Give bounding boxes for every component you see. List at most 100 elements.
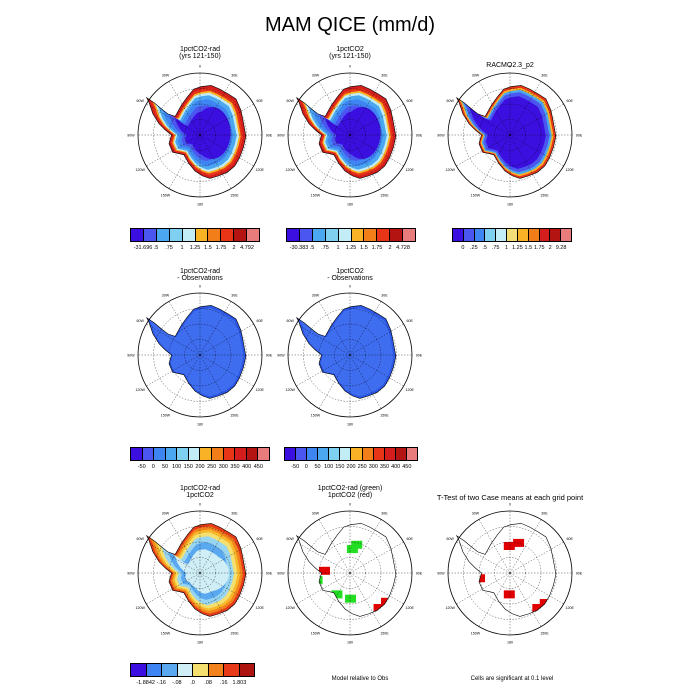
colorbar-tick-label: 400 [391,464,401,470]
colorbar-swatch [131,229,144,241]
meridian-label: 120W [286,168,296,172]
colorbar-swatch [362,448,374,460]
colorbar-tick-label: .5 [482,245,488,251]
colorbar-swatch [247,229,260,241]
colorbar-labels: -31.696.5 .75 1 1.25 1.5 1.75 2 4.792 [130,244,260,252]
meridian-label: 60E [257,319,264,323]
meridian-label: 0 [349,503,351,507]
colorbar-swatch [390,229,404,241]
meridian-label: 30E [541,512,548,516]
colorbar-tick-label: .08 [204,680,212,686]
colorbar-tick-label: 1.75 [215,245,227,251]
colorbar-swatch [550,229,562,241]
panel-title: (yrs 121-150) [329,53,371,60]
colorbar-tick-label: -1.8842 [136,680,155,686]
colorbar-tick-label: 1.25 [512,245,523,251]
meridian-label: 90E [576,134,583,138]
colorbar-tick-label: .5 [309,245,315,251]
colorbar-tick-label: .75 [491,245,500,251]
colorbar [452,228,572,242]
colorbar-tick-label: 100 [324,464,334,470]
meridian-label: 90W [277,134,285,138]
colorbar-swatch [223,448,236,460]
colorbar [130,447,270,461]
colorbar-swatch [235,448,247,460]
meridian-label: 30E [231,294,238,298]
meridian-label: 60W [447,537,455,541]
meridian-label: 120E [566,606,575,610]
meridian-label: 0 [199,503,201,507]
meridian-label: 60W [137,99,145,103]
map-fill [456,523,556,617]
map-fill [296,85,396,179]
colorbar-swatch [507,229,518,241]
meridian-label: 0 [349,285,351,289]
meridian-label: 120E [256,168,265,172]
meridian-label: 60W [287,99,295,103]
meridian-label: 150E [380,631,389,635]
panel-title: 1pctCO2 (red) [327,492,373,499]
map-fill [456,85,556,179]
colorbar-tick-label: -30.383 [289,245,309,251]
graticule [288,511,412,635]
polar-map: 0 30E 60E 90E 120E 150E 180 150W 120W 90W 60W 30W [437,503,582,645]
colorbar-swatch [258,448,269,460]
meridian-label: 150E [230,413,239,417]
meridian-label: 120W [136,388,146,392]
colorbar-tick-label: 100 [172,464,182,470]
colorbar-swatch [212,448,224,460]
colorbar [286,228,416,242]
colorbar-swatch [208,229,222,241]
colorbar-tick-label: 1 [505,245,509,251]
colorbar-swatch [395,448,407,460]
colorbar-tick-label: -50 [291,464,300,470]
meridian-label: 90E [416,572,423,576]
colorbar-swatch [208,664,224,676]
meridian-label: 180 [347,203,353,207]
colorbar-tick-label: 350 [230,464,240,470]
colorbar-labels: -50 0 50 100 150 200 250 300 350 400 450 [284,463,418,471]
colorbar-tick-label: -.16 [156,680,166,686]
colorbar-swatch [165,448,178,460]
meridian-label: 30W [312,512,320,516]
meridian-label: 90W [437,134,445,138]
colorbar-swatch [406,448,417,460]
colorbar-swatch [463,229,475,241]
colorbar [130,663,255,677]
colorbar-tick-label: 1.803 [232,680,247,686]
colorbar-tick-label: 300 [218,464,228,470]
main-title: MAM QICE (mm/d) [265,14,435,36]
meridian-label: 150W [161,413,171,417]
colorbar-tick-label: .16 [219,680,228,686]
meridian-label: 150E [230,193,239,197]
colorbar-swatch [224,664,240,676]
meridian-label: 120E [406,606,415,610]
colorbar-tick-label: -.08 [172,680,182,686]
meridian-label: 180 [507,641,513,645]
meridian-label: 30W [162,294,170,298]
colorbar-swatch [285,448,297,460]
colorbar-swatch [403,229,416,241]
colorbar-labels: -1.8842 -.16 -.08 .0 .08 .16 1.803 [130,679,255,687]
meridian-label: 90W [277,572,285,576]
meridian-label: 150W [471,193,481,197]
colorbar-swatch [318,448,330,460]
colorbar-tick-label: 250 [357,464,367,470]
meridian-label: 60W [287,537,295,541]
colorbar-swatch [146,664,162,676]
colorbar-swatch [561,229,571,241]
meridian-label: 90E [266,134,273,138]
panel-title: 1pctCO2 [336,268,364,275]
polar-map: 0 30E 60E 90E 120E 150E 180 150W 120W 90W 60W 30W [277,65,422,207]
colorbar-tick-label: 0 [304,464,308,470]
colorbar-tick-label: 4.728 [396,245,410,251]
graticule [448,511,572,635]
meridian-label: 120W [286,606,296,610]
graticule [138,293,262,417]
meridian-label: 0 [199,65,201,69]
panel-title: 1pctCO2-rad [179,46,221,53]
colorbar-tick-label: 4.792 [240,245,254,251]
meridian-label: 60E [407,319,414,323]
colorbar-swatch [307,448,319,460]
colorbar-tick-label: 1.75 [371,245,383,251]
